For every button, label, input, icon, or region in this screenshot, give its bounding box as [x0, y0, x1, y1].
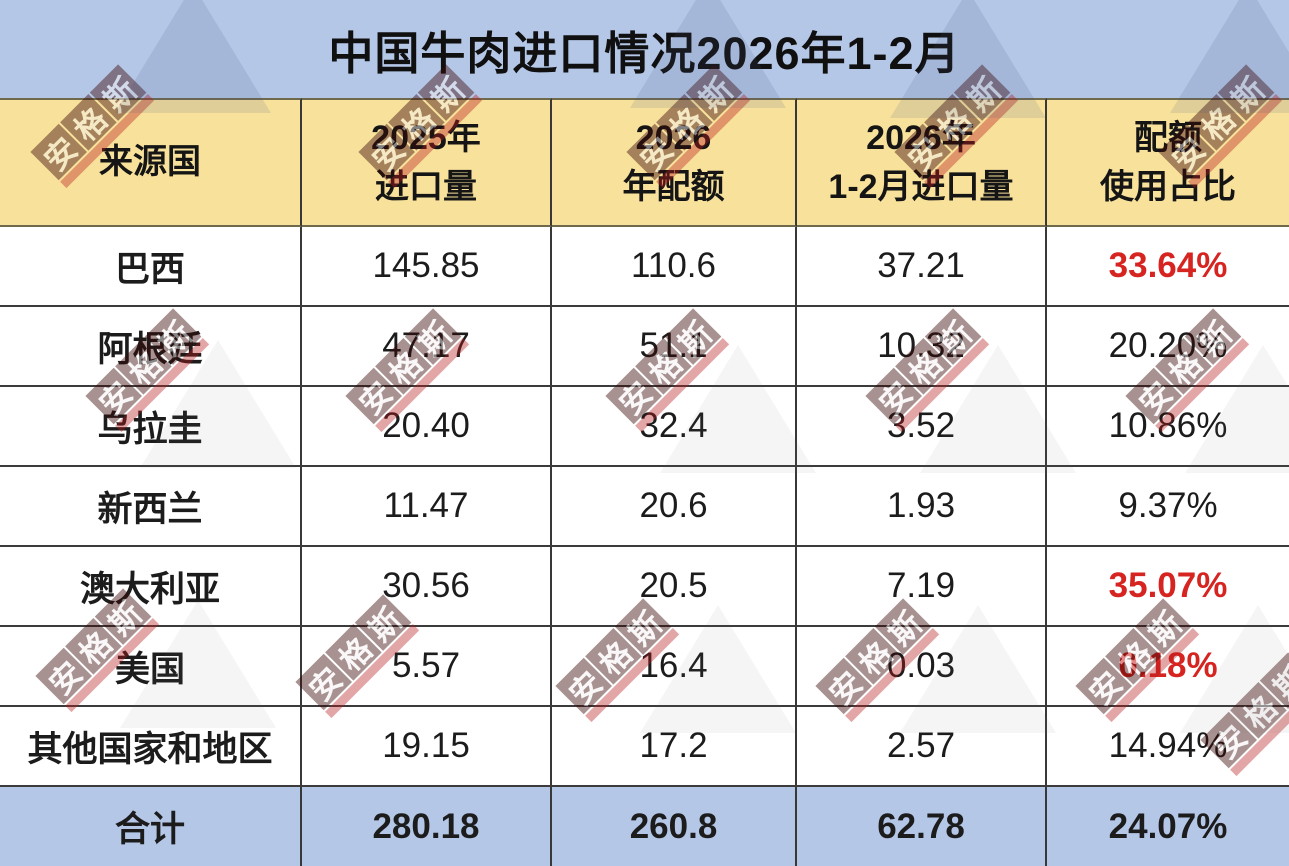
total-quota-usage: 24.07% — [1047, 787, 1289, 866]
cell-quota-usage: 35.07% — [1047, 547, 1289, 627]
header-line: 2026年 — [866, 119, 976, 158]
cell-quota-usage: 20.20% — [1047, 307, 1289, 387]
header-line: 配额 — [1134, 119, 1202, 158]
cell-2026-imports: 1.93 — [797, 467, 1047, 547]
total-2026-quota: 260.8 — [552, 787, 797, 866]
cell-quota-usage: 33.64% — [1047, 227, 1289, 307]
cell-country: 阿根廷 — [0, 307, 302, 387]
cell-country: 澳大利亚 — [0, 547, 302, 627]
cell-2026-imports: 3.52 — [797, 387, 1047, 467]
cell-2026-imports: 7.19 — [797, 547, 1047, 627]
cell-2025-imports: 145.85 — [302, 227, 552, 307]
header-line: 2025年 — [371, 119, 481, 158]
cell-country: 乌拉圭 — [0, 387, 302, 467]
cell-2025-imports: 19.15 — [302, 707, 552, 787]
cell-country: 新西兰 — [0, 467, 302, 547]
cell-2025-imports: 30.56 — [302, 547, 552, 627]
page-title: 中国牛肉进口情况2026年1-2月 — [0, 0, 1289, 98]
cell-2026-quota: 17.2 — [552, 707, 797, 787]
cell-2026-quota: 32.4 — [552, 387, 797, 467]
cell-2026-quota: 20.5 — [552, 547, 797, 627]
cell-2026-imports: 10.32 — [797, 307, 1047, 387]
header-line: 2026 — [635, 119, 712, 158]
cell-quota-usage: 0.18% — [1047, 627, 1289, 707]
header-line: 年配额 — [622, 167, 725, 206]
cell-2026-imports: 0.03 — [797, 627, 1047, 707]
cell-2026-quota: 51.1 — [552, 307, 797, 387]
total-2026-imports: 62.78 — [797, 787, 1047, 866]
header-line: 1-2月进口量 — [828, 167, 1014, 206]
header-line: 使用占比 — [1100, 167, 1236, 206]
cell-quota-usage: 14.94% — [1047, 707, 1289, 787]
cell-2025-imports: 11.47 — [302, 467, 552, 547]
cell-2026-quota: 20.6 — [552, 467, 797, 547]
total-2025-imports: 280.18 — [302, 787, 552, 866]
cell-2026-imports: 37.21 — [797, 227, 1047, 307]
cell-2025-imports: 20.40 — [302, 387, 552, 467]
cell-2026-quota: 110.6 — [552, 227, 797, 307]
header-line: 来源国 — [99, 143, 201, 182]
cell-country: 其他国家和地区 — [0, 707, 302, 787]
cell-2026-quota: 16.4 — [552, 627, 797, 707]
column-header-2025-imports: 2025年 进口量 — [302, 98, 552, 227]
cell-quota-usage: 9.37% — [1047, 467, 1289, 547]
column-header-2026-quota: 2026 年配额 — [552, 98, 797, 227]
column-header-quota-usage: 配额 使用占比 — [1047, 98, 1289, 227]
cell-2026-imports: 2.57 — [797, 707, 1047, 787]
cell-2025-imports: 47.17 — [302, 307, 552, 387]
cell-country: 巴西 — [0, 227, 302, 307]
cell-2025-imports: 5.57 — [302, 627, 552, 707]
cell-country: 美国 — [0, 627, 302, 707]
column-header-2026-jan-feb-imports: 2026年 1-2月进口量 — [797, 98, 1047, 227]
cell-quota-usage: 10.86% — [1047, 387, 1289, 467]
header-line: 进口量 — [375, 167, 477, 206]
total-label: 合计 — [0, 787, 302, 866]
column-header-source-country: 来源国 — [0, 98, 302, 227]
